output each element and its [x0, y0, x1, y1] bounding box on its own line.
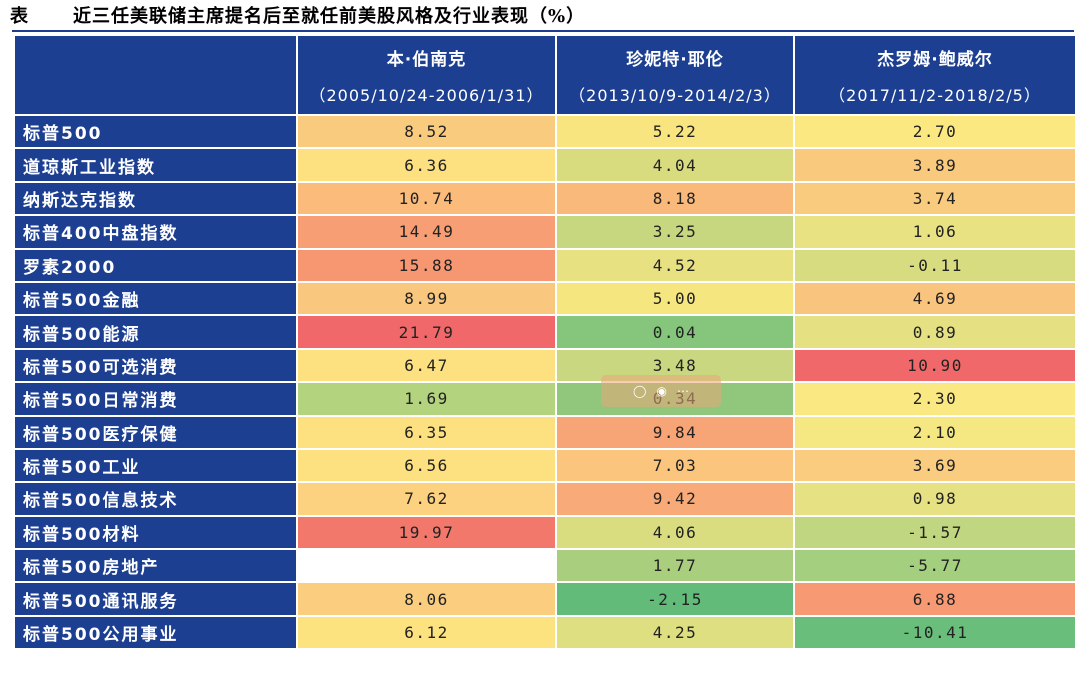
value-cell: 4.25 — [555, 614, 795, 651]
table-row: 标普500可选消费 6.47 3.48 10.90 — [13, 347, 1077, 384]
value-cell: -2.15 — [555, 581, 795, 617]
value-cell: 21.79 — [296, 314, 557, 350]
value-cell: 7.62 — [296, 481, 557, 517]
value-cell: 15.88 — [296, 247, 557, 283]
table-row: 标普500公用事业 6.12 4.25 -10.41 — [13, 614, 1077, 651]
value-cell: 3.69 — [793, 447, 1077, 484]
column-name: 杰罗姆·鲍威尔 — [877, 49, 993, 70]
value-cell: 8.06 — [296, 581, 557, 617]
value-cell: 5.00 — [555, 280, 795, 317]
row-label: 标普500材料 — [13, 514, 298, 551]
caption-label: 表 — [10, 6, 29, 27]
column-header-yellen: 珍妮特·耶伦 （2013/10/9-2014/2/3） — [555, 34, 795, 116]
value-cell: 7.03 — [555, 447, 795, 484]
table-row: 标普500房地产 1.77 -5.77 — [13, 548, 1077, 584]
value-cell: 8.52 — [296, 113, 557, 150]
value-cell: 9.42 — [555, 481, 795, 517]
value-cell: 5.22 — [555, 113, 795, 150]
column-period: （2005/10/24-2006/1/31） — [309, 85, 544, 105]
row-label: 标普500信息技术 — [13, 481, 298, 517]
table-body: 标普500 8.52 5.22 2.70 道琼斯工业指数 6.36 4.04 3.89 纳斯达克… — [13, 113, 1077, 651]
value-cell: -10.41 — [793, 614, 1077, 651]
value-cell — [296, 548, 557, 584]
header-corner — [13, 34, 298, 116]
table-row: 标普500信息技术 7.62 9.42 0.98 — [13, 481, 1077, 517]
value-cell: 6.47 — [296, 347, 557, 384]
row-label: 标普500可选消费 — [13, 347, 298, 384]
caption-divider — [12, 30, 1074, 32]
column-period: （2017/11/2-2018/2/5） — [829, 85, 1041, 105]
value-cell: 9.84 — [555, 414, 795, 450]
row-label: 罗素2000 — [13, 247, 298, 283]
value-cell: -5.77 — [793, 548, 1077, 584]
value-cell: 8.18 — [555, 180, 795, 217]
column-header-powell: 杰罗姆·鲍威尔 （2017/11/2-2018/2/5） — [793, 34, 1077, 116]
value-cell: 4.69 — [793, 280, 1077, 317]
column-period: （2013/10/9-2014/2/3） — [569, 85, 781, 105]
value-cell: 14.49 — [296, 214, 557, 250]
performance-table: 本·伯南克 （2005/10/24-2006/1/31） 珍妮特·耶伦 （201… — [13, 34, 1077, 651]
row-label: 标普400中盘指数 — [13, 214, 298, 250]
header-row: 本·伯南克 （2005/10/24-2006/1/31） 珍妮特·耶伦 （201… — [13, 34, 1077, 116]
value-cell: 0.98 — [793, 481, 1077, 517]
value-cell: 1.77 — [555, 548, 795, 584]
row-label: 标普500通讯服务 — [13, 581, 298, 617]
value-cell: 4.52 — [555, 247, 795, 283]
column-name: 本·伯南克 — [386, 49, 467, 70]
table-row: 标普500能源 21.79 0.04 0.89 — [13, 314, 1077, 350]
value-cell: 6.56 — [296, 447, 557, 484]
value-cell: 6.12 — [296, 614, 557, 651]
caption-title: 近三任美联储主席提名后至就任前美股风格及行业表现（%） — [73, 6, 586, 27]
video-watermark: ◯ ◉ ⋯ — [601, 375, 721, 407]
value-cell: 2.30 — [793, 381, 1077, 417]
row-label: 道琼斯工业指数 — [13, 147, 298, 183]
value-cell: 3.25 — [555, 214, 795, 250]
table-row: 标普500金融 8.99 5.00 4.69 — [13, 280, 1077, 317]
row-label: 标普500能源 — [13, 314, 298, 350]
value-cell: 8.99 — [296, 280, 557, 317]
table-row: 标普500通讯服务 8.06 -2.15 6.88 — [13, 581, 1077, 617]
row-label: 纳斯达克指数 — [13, 180, 298, 217]
table-row: 道琼斯工业指数 6.36 4.04 3.89 — [13, 147, 1077, 183]
value-cell: -1.57 — [793, 514, 1077, 551]
row-label: 标普500房地产 — [13, 548, 298, 584]
value-cell: 0.04 — [555, 314, 795, 350]
row-label: 标普500工业 — [13, 447, 298, 484]
row-label: 标普500 — [13, 113, 298, 150]
column-header-bernanke: 本·伯南克 （2005/10/24-2006/1/31） — [296, 34, 557, 116]
table-caption: 表 近三任美联储主席提名后至就任前美股风格及行业表现（%） — [10, 0, 1070, 30]
table-row: 纳斯达克指数 10.74 8.18 3.74 — [13, 180, 1077, 217]
table-row: 标普500医疗保健 6.35 9.84 2.10 — [13, 414, 1077, 450]
value-cell: 19.97 — [296, 514, 557, 551]
circle-icon: ◯ — [633, 384, 647, 398]
row-label: 标普500医疗保健 — [13, 414, 298, 450]
table-row: 标普500工业 6.56 7.03 3.69 — [13, 447, 1077, 484]
value-cell: 0.89 — [793, 314, 1077, 350]
table-row: 罗素2000 15.88 4.52 -0.11 — [13, 247, 1077, 283]
more-icon: ⋯ — [676, 384, 689, 398]
column-name: 珍妮特·耶伦 — [626, 49, 724, 70]
value-cell: 6.88 — [793, 581, 1077, 617]
value-cell: 10.74 — [296, 180, 557, 217]
value-cell: 3.74 — [793, 180, 1077, 217]
value-cell: 4.04 — [555, 147, 795, 183]
table-row: 标普500材料 19.97 4.06 -1.57 — [13, 514, 1077, 551]
value-cell: 6.35 — [296, 414, 557, 450]
value-cell: 2.70 — [793, 113, 1077, 150]
value-cell: 10.90 — [793, 347, 1077, 384]
value-cell: 3.89 — [793, 147, 1077, 183]
table-row: 标普500 8.52 5.22 2.70 — [13, 113, 1077, 150]
value-cell: 2.10 — [793, 414, 1077, 450]
row-label: 标普500金融 — [13, 280, 298, 317]
play-icon: ◉ — [656, 384, 667, 398]
value-cell: 1.69 — [296, 381, 557, 417]
table-row: 标普400中盘指数 14.49 3.25 1.06 — [13, 214, 1077, 250]
value-cell: 4.06 — [555, 514, 795, 551]
row-label: 标普500公用事业 — [13, 614, 298, 651]
value-cell: 6.36 — [296, 147, 557, 183]
row-label: 标普500日常消费 — [13, 381, 298, 417]
value-cell: -0.11 — [793, 247, 1077, 283]
value-cell: 1.06 — [793, 214, 1077, 250]
